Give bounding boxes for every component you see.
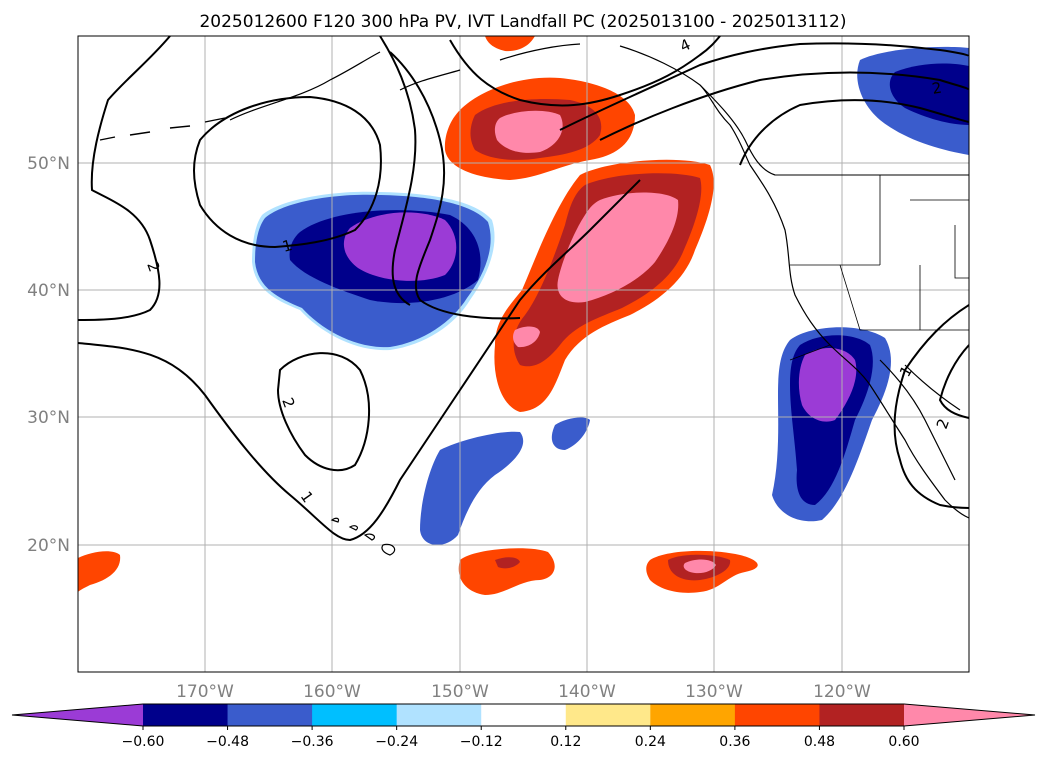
state-borders	[789, 175, 969, 361]
colorbar-segment	[734, 704, 820, 726]
map-frame	[77, 35, 970, 673]
longitude-labels: 170°W 160°W 150°W 140°W 130°W 120°W	[176, 682, 871, 702]
hawaii-islands	[330, 517, 396, 556]
aleutian-islands	[99, 117, 226, 141]
lat-label-50n: 50°N	[27, 154, 70, 174]
lat-label-30n: 30°N	[27, 408, 70, 428]
lon-label-170w: 170°W	[176, 682, 234, 702]
positive-anomaly-small	[78, 36, 758, 595]
colorbar-segment	[481, 704, 567, 726]
colorbar: −0.60 −0.48 −0.36 −0.24 −0.12 0.12 0.24 0.36 0.4…	[11, 703, 1036, 750]
map-panel: 2 1 2 1 4 2 1 2	[77, 35, 970, 673]
colorbar-segment	[819, 704, 905, 726]
colorbar-segment	[650, 704, 736, 726]
colorbar-tick-label: 0.60	[888, 734, 919, 750]
contour-trough-inner	[389, 51, 521, 320]
contour-1-low-north	[193, 95, 382, 249]
contour-2-west	[78, 36, 171, 321]
lon-label-160w: 160°W	[303, 682, 361, 702]
contour-north-arcs	[449, 36, 969, 141]
colorbar-tick-label: 0.12	[550, 734, 581, 750]
alaska-coastline	[229, 43, 751, 166]
colorbar-tick-label: 0.24	[635, 734, 666, 750]
west-coast-coastline	[749, 164, 969, 519]
contour-label: 2	[931, 79, 944, 98]
lon-label-150w: 150°W	[431, 682, 489, 702]
colorbar-segment	[396, 704, 482, 726]
lat-label-20n: 20°N	[27, 536, 70, 556]
contour-4	[559, 42, 969, 131]
contour-1-se	[893, 304, 969, 509]
gridlines	[78, 36, 969, 672]
colorbar-extend-min	[12, 704, 143, 726]
colorbar-tick-label: −0.12	[460, 734, 503, 750]
colorbar-tick-label: −0.60	[122, 734, 165, 750]
map-title: 2025012600 F120 300 hPa PV, IVT Landfall…	[199, 12, 846, 32]
contour-1-ne	[739, 99, 969, 166]
colorbar-segment	[312, 704, 398, 726]
bc-coastline	[699, 84, 776, 176]
lat-label-40n: 40°N	[27, 281, 70, 301]
contour-1-upper-ridge	[379, 36, 417, 306]
colorbar-segment	[227, 704, 313, 726]
lon-label-120w: 120°W	[813, 682, 871, 702]
contour-1-se-inner	[938, 344, 969, 419]
positive-anomaly-main	[494, 159, 714, 412]
colorbar-tick-label: 0.36	[719, 734, 750, 750]
latitude-labels: 50°N 40°N 30°N 20°N	[27, 154, 70, 556]
contour-label: 1	[280, 236, 294, 256]
colorbar-segment	[565, 704, 651, 726]
contour-1-west	[78, 179, 641, 542]
colorbar-tick-label: −0.36	[291, 734, 334, 750]
negative-anomaly-subtropical	[420, 417, 590, 546]
colorbar-segment	[143, 704, 229, 726]
pv-contours	[78, 36, 969, 542]
colorbar-tick-label: 0.48	[804, 734, 835, 750]
colorbar-extend-max	[904, 704, 1035, 726]
lon-label-140w: 140°W	[558, 682, 616, 702]
colorbar-tick-label: −0.48	[206, 734, 249, 750]
contour-2-low-south	[276, 352, 370, 472]
lon-label-130w: 130°W	[685, 682, 743, 702]
coastlines	[99, 43, 969, 556]
colorbar-tick-label: −0.24	[375, 734, 418, 750]
baja-coastline	[879, 359, 961, 481]
